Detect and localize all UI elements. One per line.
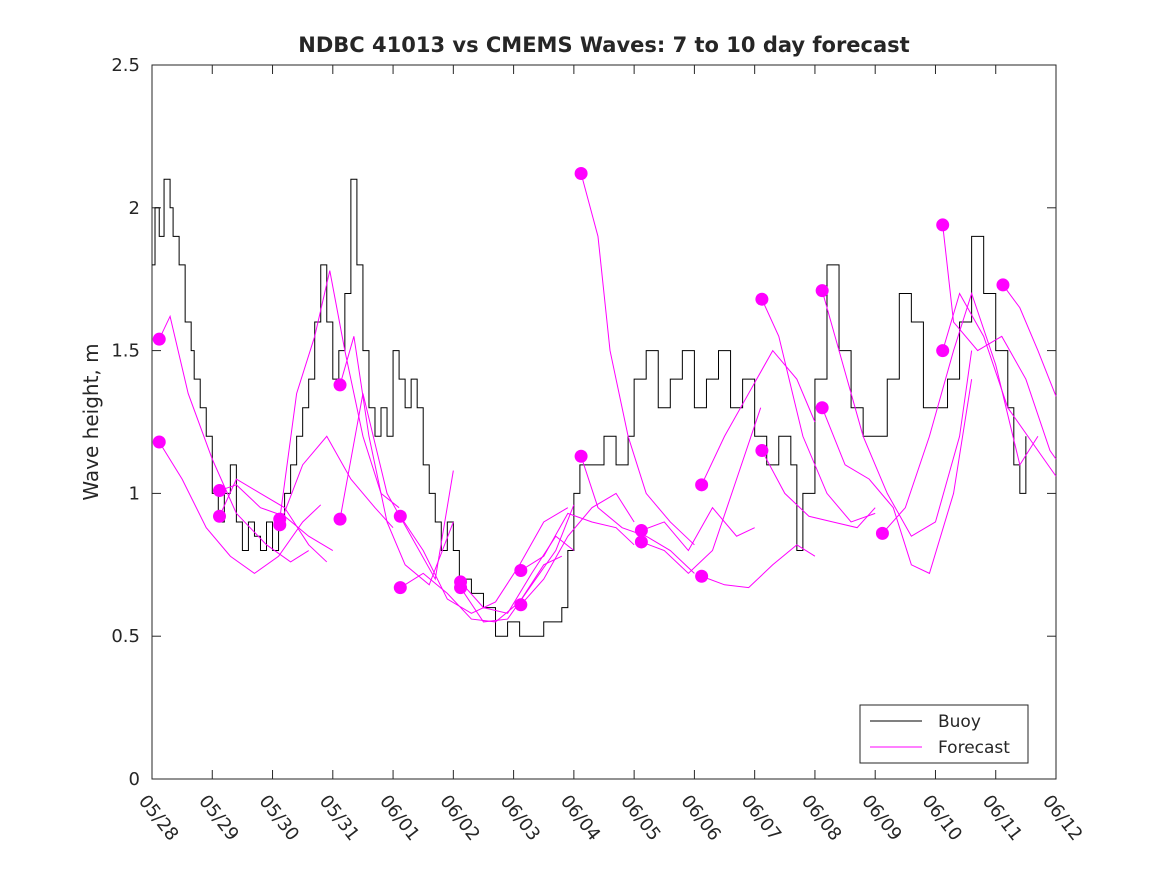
y-tick-label: 1.5 xyxy=(111,341,140,362)
forecast-start-marker xyxy=(936,218,950,232)
series-line-forecast-run xyxy=(882,291,1039,534)
legend-box xyxy=(859,704,1029,764)
forecast-start-marker xyxy=(996,278,1010,292)
series-line-forecast-run xyxy=(761,450,876,529)
forecast-start-marker xyxy=(634,535,648,549)
x-tick-label: 05/31 xyxy=(315,791,363,845)
forecast-start-marker xyxy=(695,569,709,583)
y-tick-label: 0.5 xyxy=(111,626,140,647)
x-tick-label: 06/06 xyxy=(676,791,724,845)
series-line-forecast-run xyxy=(520,492,635,606)
series-line-forecast-run xyxy=(641,506,755,552)
x-tick-label: 06/03 xyxy=(496,791,544,845)
series-line-forecast-run xyxy=(580,173,695,546)
x-tick-label: 06/11 xyxy=(978,791,1026,845)
x-tick-label: 06/12 xyxy=(1038,791,1086,845)
plot-area xyxy=(151,64,1057,780)
forecast-start-marker xyxy=(454,581,468,595)
x-tick-label: 06/04 xyxy=(556,791,604,845)
x-tick-label: 06/07 xyxy=(737,791,785,845)
forecast-start-marker xyxy=(333,378,347,392)
forecast-start-marker xyxy=(695,478,709,492)
series-line-forecast-run xyxy=(942,292,1057,477)
y-tick-label: 2 xyxy=(129,198,140,219)
x-tick-label: 05/29 xyxy=(194,791,242,845)
x-tick-label: 06/01 xyxy=(375,791,423,845)
series-line-forecast-run xyxy=(701,349,816,486)
x-tick-label: 06/05 xyxy=(616,791,664,845)
series-line-forecast-run xyxy=(761,298,876,523)
series-line-forecast-run xyxy=(1002,284,1057,397)
forecast-start-marker xyxy=(212,484,226,498)
forecast-start-marker xyxy=(574,449,588,463)
forecast-start-marker xyxy=(333,512,347,526)
x-tick-label: 06/08 xyxy=(797,791,845,845)
forecast-start-marker xyxy=(815,284,829,298)
forecast-start-marker xyxy=(514,564,528,578)
forecast-start-marker xyxy=(152,435,166,449)
series-line-forecast-run xyxy=(279,435,394,529)
forecast-start-marker xyxy=(634,524,648,538)
series-line-forecast-run xyxy=(701,544,816,589)
forecast-start-marker xyxy=(936,344,950,358)
series-line-forecast-run xyxy=(821,379,973,575)
x-tick-label: 06/09 xyxy=(857,791,905,845)
series-line-forecast-run xyxy=(520,512,635,571)
forecast-start-marker xyxy=(755,444,769,458)
x-tick-label: 05/28 xyxy=(134,791,182,845)
forecast-start-marker xyxy=(755,292,769,306)
forecast-start-marker xyxy=(212,509,226,523)
series-line-forecast-run xyxy=(580,456,695,574)
x-tick-label: 06/10 xyxy=(918,791,966,845)
chart-title: NDBC 41013 vs CMEMS Waves: 7 to 10 day f… xyxy=(298,33,909,57)
series-line-forecast-run xyxy=(219,478,328,563)
y-tick-label: 0 xyxy=(129,769,140,790)
y-axis-label: Wave height, m xyxy=(79,343,103,500)
series-line-forecast-run xyxy=(279,270,400,520)
forecast-start-marker xyxy=(574,167,588,181)
forecast-start-marker xyxy=(393,509,407,523)
series-line-forecast-run xyxy=(942,224,1057,460)
series-line-forecast-run xyxy=(460,535,575,614)
forecast-start-marker xyxy=(273,518,287,532)
forecast-start-marker xyxy=(875,526,889,540)
legend-label: Buoy xyxy=(938,712,981,732)
legend: Buoy Forecast xyxy=(859,704,1029,764)
legend-label: Forecast xyxy=(938,738,1010,758)
y-tick-label: 2.5 xyxy=(111,55,140,76)
y-tick-label: 1 xyxy=(129,483,140,504)
forecast-start-marker xyxy=(514,598,528,612)
series-line-forecast-run xyxy=(400,555,563,623)
series-line-forecast-run xyxy=(641,407,762,575)
x-tick-label: 06/02 xyxy=(435,791,483,845)
forecast-start-marker xyxy=(152,332,166,346)
series-line-forecast-run xyxy=(339,336,454,586)
forecast-start-marker xyxy=(815,401,829,415)
forecast-start-marker xyxy=(393,581,407,595)
series-layer xyxy=(152,167,1057,637)
x-tick-label: 05/30 xyxy=(255,791,303,845)
series-line-buoy xyxy=(152,178,1027,637)
